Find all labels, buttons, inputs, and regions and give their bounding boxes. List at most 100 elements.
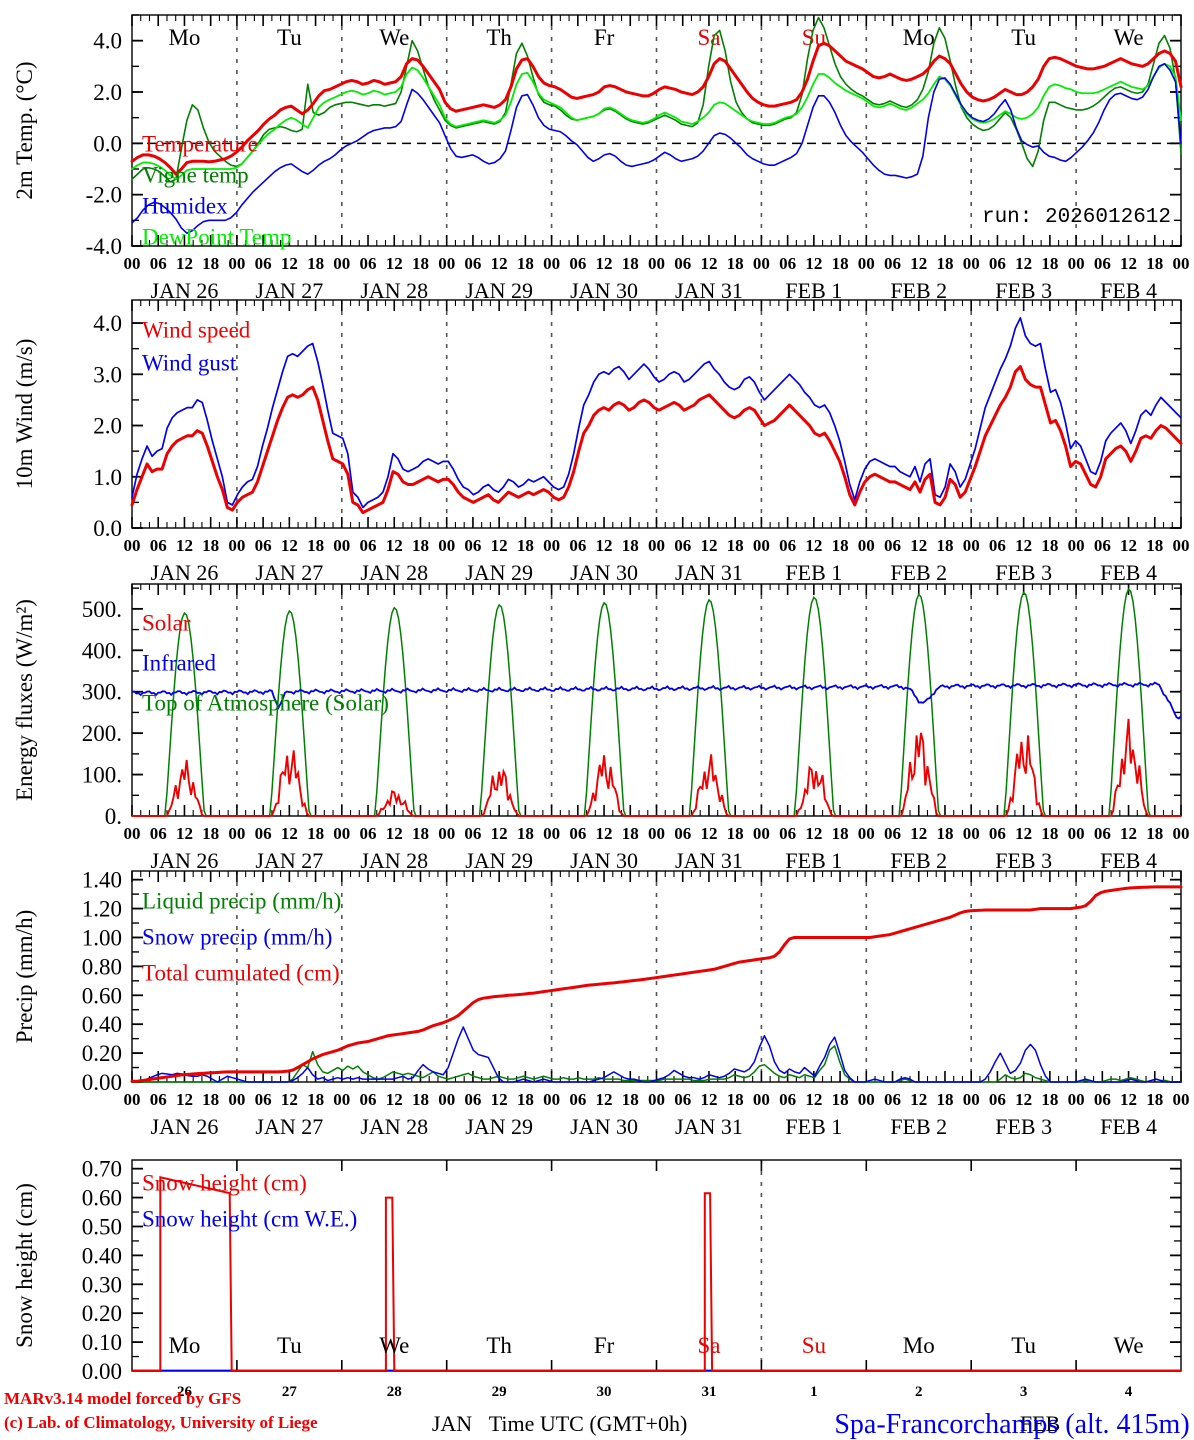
- date-label: JAN 30: [570, 560, 638, 585]
- date-label: JAN 26: [151, 1114, 219, 1139]
- y-axis-label: Energy fluxes (W/m²): [12, 599, 37, 801]
- date-label: JAN 30: [570, 278, 638, 303]
- hour-tick-label: 00: [1173, 824, 1190, 843]
- hour-tick-label: 00: [124, 1090, 141, 1109]
- x-axis-label: Time UTC (GMT+0h): [489, 1411, 688, 1436]
- hour-tick-label: 00: [1173, 1090, 1190, 1109]
- hour-tick-label: 06: [464, 536, 481, 555]
- hour-tick-label: 12: [1120, 824, 1137, 843]
- series-line-snow-height: [132, 1176, 1181, 1372]
- hour-tick-label: 18: [727, 1090, 744, 1109]
- hour-tick-label: 12: [596, 254, 613, 273]
- hour-tick-label: 12: [281, 536, 298, 555]
- hour-tick-label: 18: [1041, 1090, 1058, 1109]
- legend-label-snow-precip-mm-h-: Snow precip (mm/h): [142, 925, 332, 950]
- hour-tick-label: 00: [438, 824, 455, 843]
- date-label: JAN 28: [360, 278, 428, 303]
- panel-energy_fluxes: 0. 100. 200. 300. 400. 500. Energy fluxes (W/m…: [12, 583, 1190, 873]
- hour-tick-label: 00: [228, 254, 245, 273]
- hour-tick-label: 06: [779, 1090, 796, 1109]
- hour-tick-label: 00: [124, 254, 141, 273]
- date-label: JAN 28: [360, 1114, 428, 1139]
- date-label: FEB 2: [890, 278, 947, 303]
- hour-tick-label: 00: [543, 536, 560, 555]
- hour-tick-label: 18: [936, 254, 953, 273]
- date-label: JAN 30: [570, 848, 638, 873]
- hour-tick-label: 00: [1068, 1090, 1085, 1109]
- hour-tick-label: 06: [255, 536, 272, 555]
- hour-tick-label: 06: [989, 254, 1006, 273]
- hour-tick-label: 06: [569, 824, 586, 843]
- hour-tick-label: 12: [1015, 536, 1032, 555]
- hour-tick-label: 06: [360, 1090, 377, 1109]
- hour-tick-label: 00: [543, 1090, 560, 1109]
- hour-tick-label: 00: [543, 824, 560, 843]
- location-title: Spa-Francorchamps (alt. 415m): [834, 1409, 1189, 1440]
- hour-tick-label: 06: [255, 1090, 272, 1109]
- y-axis-label: 2m Temp. (°C): [12, 61, 37, 199]
- date-label: JAN 29: [465, 560, 533, 585]
- y-axis-label: Precip (mm/h): [12, 910, 37, 1044]
- panel-temperature: -4.0 -2.0 0.0 2.0 4.0 2m Temp. (°C) 00 06 12 18 JA…: [12, 14, 1190, 303]
- y-tick-label: 0.40: [82, 1243, 122, 1268]
- hour-tick-label: 00: [333, 824, 350, 843]
- date-label: JAN 26: [151, 848, 219, 873]
- y-tick-label: 0.50: [82, 1214, 122, 1239]
- hour-tick-label: 18: [202, 1090, 219, 1109]
- hour-tick-label: 06: [255, 254, 272, 273]
- y-tick-label: 0.00: [82, 1359, 122, 1384]
- hour-tick-label: 18: [307, 824, 324, 843]
- y-tick-label: 200.: [82, 721, 122, 746]
- date-label: JAN 26: [151, 278, 219, 303]
- date-label: FEB 1: [785, 1114, 842, 1139]
- date-label: JAN 30: [570, 1114, 638, 1139]
- hour-tick-label: 00: [648, 254, 665, 273]
- hour-tick-label: 18: [727, 254, 744, 273]
- legend-label-top-of-atmosphere-solar-: Top of Atmosphere (Solar): [142, 690, 389, 715]
- hour-tick-label: 06: [884, 1090, 901, 1109]
- day-name-label: Mo: [903, 25, 935, 50]
- day-name-label: Th: [486, 25, 512, 50]
- hour-tick-label: 00: [438, 536, 455, 555]
- date-label: JAN 26: [151, 560, 219, 585]
- hour-tick-label: 12: [1015, 824, 1032, 843]
- hour-tick-label: 06: [150, 254, 167, 273]
- date-label: JAN 27: [255, 848, 323, 873]
- day-number-label: 31: [701, 1384, 716, 1400]
- hour-tick-label: 12: [176, 536, 193, 555]
- hour-tick-label: 00: [648, 536, 665, 555]
- date-label: FEB 4: [1100, 278, 1157, 303]
- month-label-left: JAN: [432, 1411, 472, 1436]
- day-number-label: 29: [492, 1384, 507, 1400]
- hour-tick-label: 00: [963, 824, 980, 843]
- hour-tick-label: 12: [700, 536, 717, 555]
- hour-tick-label: 12: [1120, 536, 1137, 555]
- day-name-label: Mo: [168, 25, 200, 50]
- hour-tick-label: 12: [491, 824, 508, 843]
- y-tick-label: 100.: [82, 763, 122, 788]
- hour-tick-label: 12: [386, 536, 403, 555]
- date-label: FEB 3: [995, 278, 1052, 303]
- y-tick-label: -4.0: [86, 234, 122, 259]
- hour-tick-label: 18: [412, 254, 429, 273]
- hour-tick-label: 18: [936, 1090, 953, 1109]
- hour-tick-label: 12: [386, 1090, 403, 1109]
- date-label: FEB 2: [890, 1114, 947, 1139]
- panel-snow_height: 0.00 0.10 0.20 0.30 0.40 0.50 0.60 0.70 Snow hei…: [4, 1157, 1190, 1440]
- y-tick-label: 0.0: [93, 516, 122, 541]
- legend-label-snow-height-cm-: Snow height (cm): [142, 1170, 307, 1195]
- hour-tick-label: 12: [805, 536, 822, 555]
- day-name-label: Mo: [168, 1333, 200, 1358]
- series-line-temperature: [130, 41, 1183, 176]
- hour-tick-label: 06: [1094, 536, 1111, 555]
- hour-tick-label: 18: [517, 536, 534, 555]
- hour-tick-label: 06: [674, 254, 691, 273]
- hour-tick-label: 12: [386, 824, 403, 843]
- day-name-label: We: [379, 25, 409, 50]
- hour-tick-label: 18: [517, 824, 534, 843]
- hour-tick-label: 18: [832, 1090, 849, 1109]
- hour-tick-label: 12: [910, 824, 927, 843]
- hour-tick-label: 18: [727, 824, 744, 843]
- hour-tick-label: 06: [989, 1090, 1006, 1109]
- hour-tick-label: 00: [228, 824, 245, 843]
